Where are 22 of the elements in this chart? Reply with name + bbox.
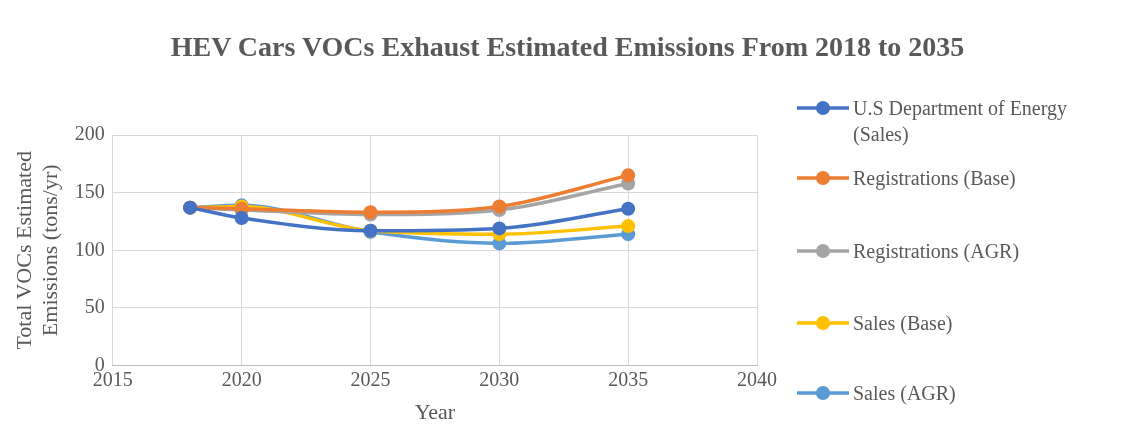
x-tick-label: 2020 [221, 367, 262, 390]
legend-label: Sales (Base) [853, 311, 953, 336]
y-tick-label: 200 [74, 122, 105, 145]
x-axis-title: Year [414, 398, 456, 424]
y-tick-label: 100 [74, 237, 105, 260]
x-tick-label: 2035 [608, 367, 649, 390]
legend-label: Registrations (AGR) [853, 239, 1020, 264]
x-tick-label: 2040 [737, 367, 777, 390]
y-tick-label: 150 [74, 179, 105, 202]
x-tick-label: 2030 [479, 367, 520, 390]
y-axis-title: Total VOCs Estimated Emissions (tons/yr) [10, 151, 63, 350]
y-tick-label: 50 [84, 295, 105, 318]
point [234, 211, 249, 226]
point [621, 219, 636, 234]
x-tick-label: 2025 [350, 367, 391, 390]
point [621, 168, 636, 183]
point [492, 221, 507, 236]
legend-label: Registrations (Base) [853, 166, 1016, 191]
legend-label: U.S Department of Energy (Sales) [853, 96, 1069, 147]
legend-label: Sales (AGR) [853, 381, 956, 406]
point [621, 201, 636, 216]
chart-title: HEV Cars VOCs Exhaust Estimated Emissions From 2018 to 2035 [169, 30, 966, 64]
